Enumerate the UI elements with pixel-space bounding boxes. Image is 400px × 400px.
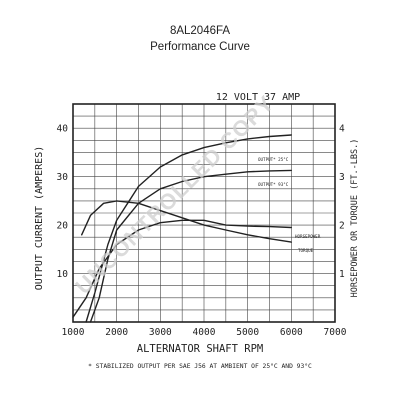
x-axis-label: ALTERNATOR SHAFT RPM — [137, 343, 263, 355]
part-number: 8AL2046FA — [170, 25, 230, 37]
chart-subtitle: Performance Curve — [150, 41, 250, 53]
series-label: OUTPUT* 93°C — [258, 182, 289, 187]
y2-axis-label: HORSEPOWER OR TORQUE (FT.-LBS.) — [350, 139, 360, 298]
output-25c-line — [85, 134, 292, 323]
y2-tick-label: 1 — [339, 269, 345, 280]
x-tick-label: 5000 — [236, 327, 259, 338]
torque-line — [80, 200, 292, 243]
y-tick-label: 10 — [57, 269, 69, 280]
y-tick-label: 30 — [57, 172, 69, 183]
x-tick-label: 4000 — [193, 327, 216, 338]
series-labels: OUTPUT* 25°C OUTPUT* 93°C HORSEPOWER TORQUE — [258, 157, 321, 253]
y-axis-label: OUTPUT CURRENT (AMPERES) — [34, 146, 45, 291]
x-tick-label: 6000 — [280, 327, 303, 338]
x-tick-label: 2000 — [105, 327, 128, 338]
x-tick-label: 7000 — [324, 327, 347, 338]
grid — [72, 103, 336, 323]
chart-title: 12 VOLT 37 AMP — [216, 92, 300, 103]
y2-tick-label: 2 — [339, 221, 345, 232]
horsepower-line — [72, 219, 292, 318]
series-label: OUTPUT* 25°C — [258, 157, 289, 162]
output-93c-line — [89, 169, 292, 323]
x-tick-label: 3000 — [149, 327, 172, 338]
y-tick-label: 40 — [57, 124, 69, 135]
y2-tick-label: 3 — [339, 172, 345, 183]
footnote: * STABILIZED OUTPUT PER SAE J56 AT AMBIE… — [88, 362, 312, 370]
series-label: HORSEPOWER — [295, 234, 321, 239]
series-label: TORQUE — [298, 248, 314, 253]
x-tick-label: 1000 — [62, 327, 85, 338]
y2-tick-label: 4 — [339, 124, 345, 135]
tick-labels: 1000 2000 3000 4000 5000 6000 7000 10 20 30 40 1 2 3 4 — [57, 124, 347, 338]
plot-frame — [72, 103, 336, 323]
series-lines — [72, 134, 292, 323]
y-tick-label: 20 — [57, 221, 69, 232]
